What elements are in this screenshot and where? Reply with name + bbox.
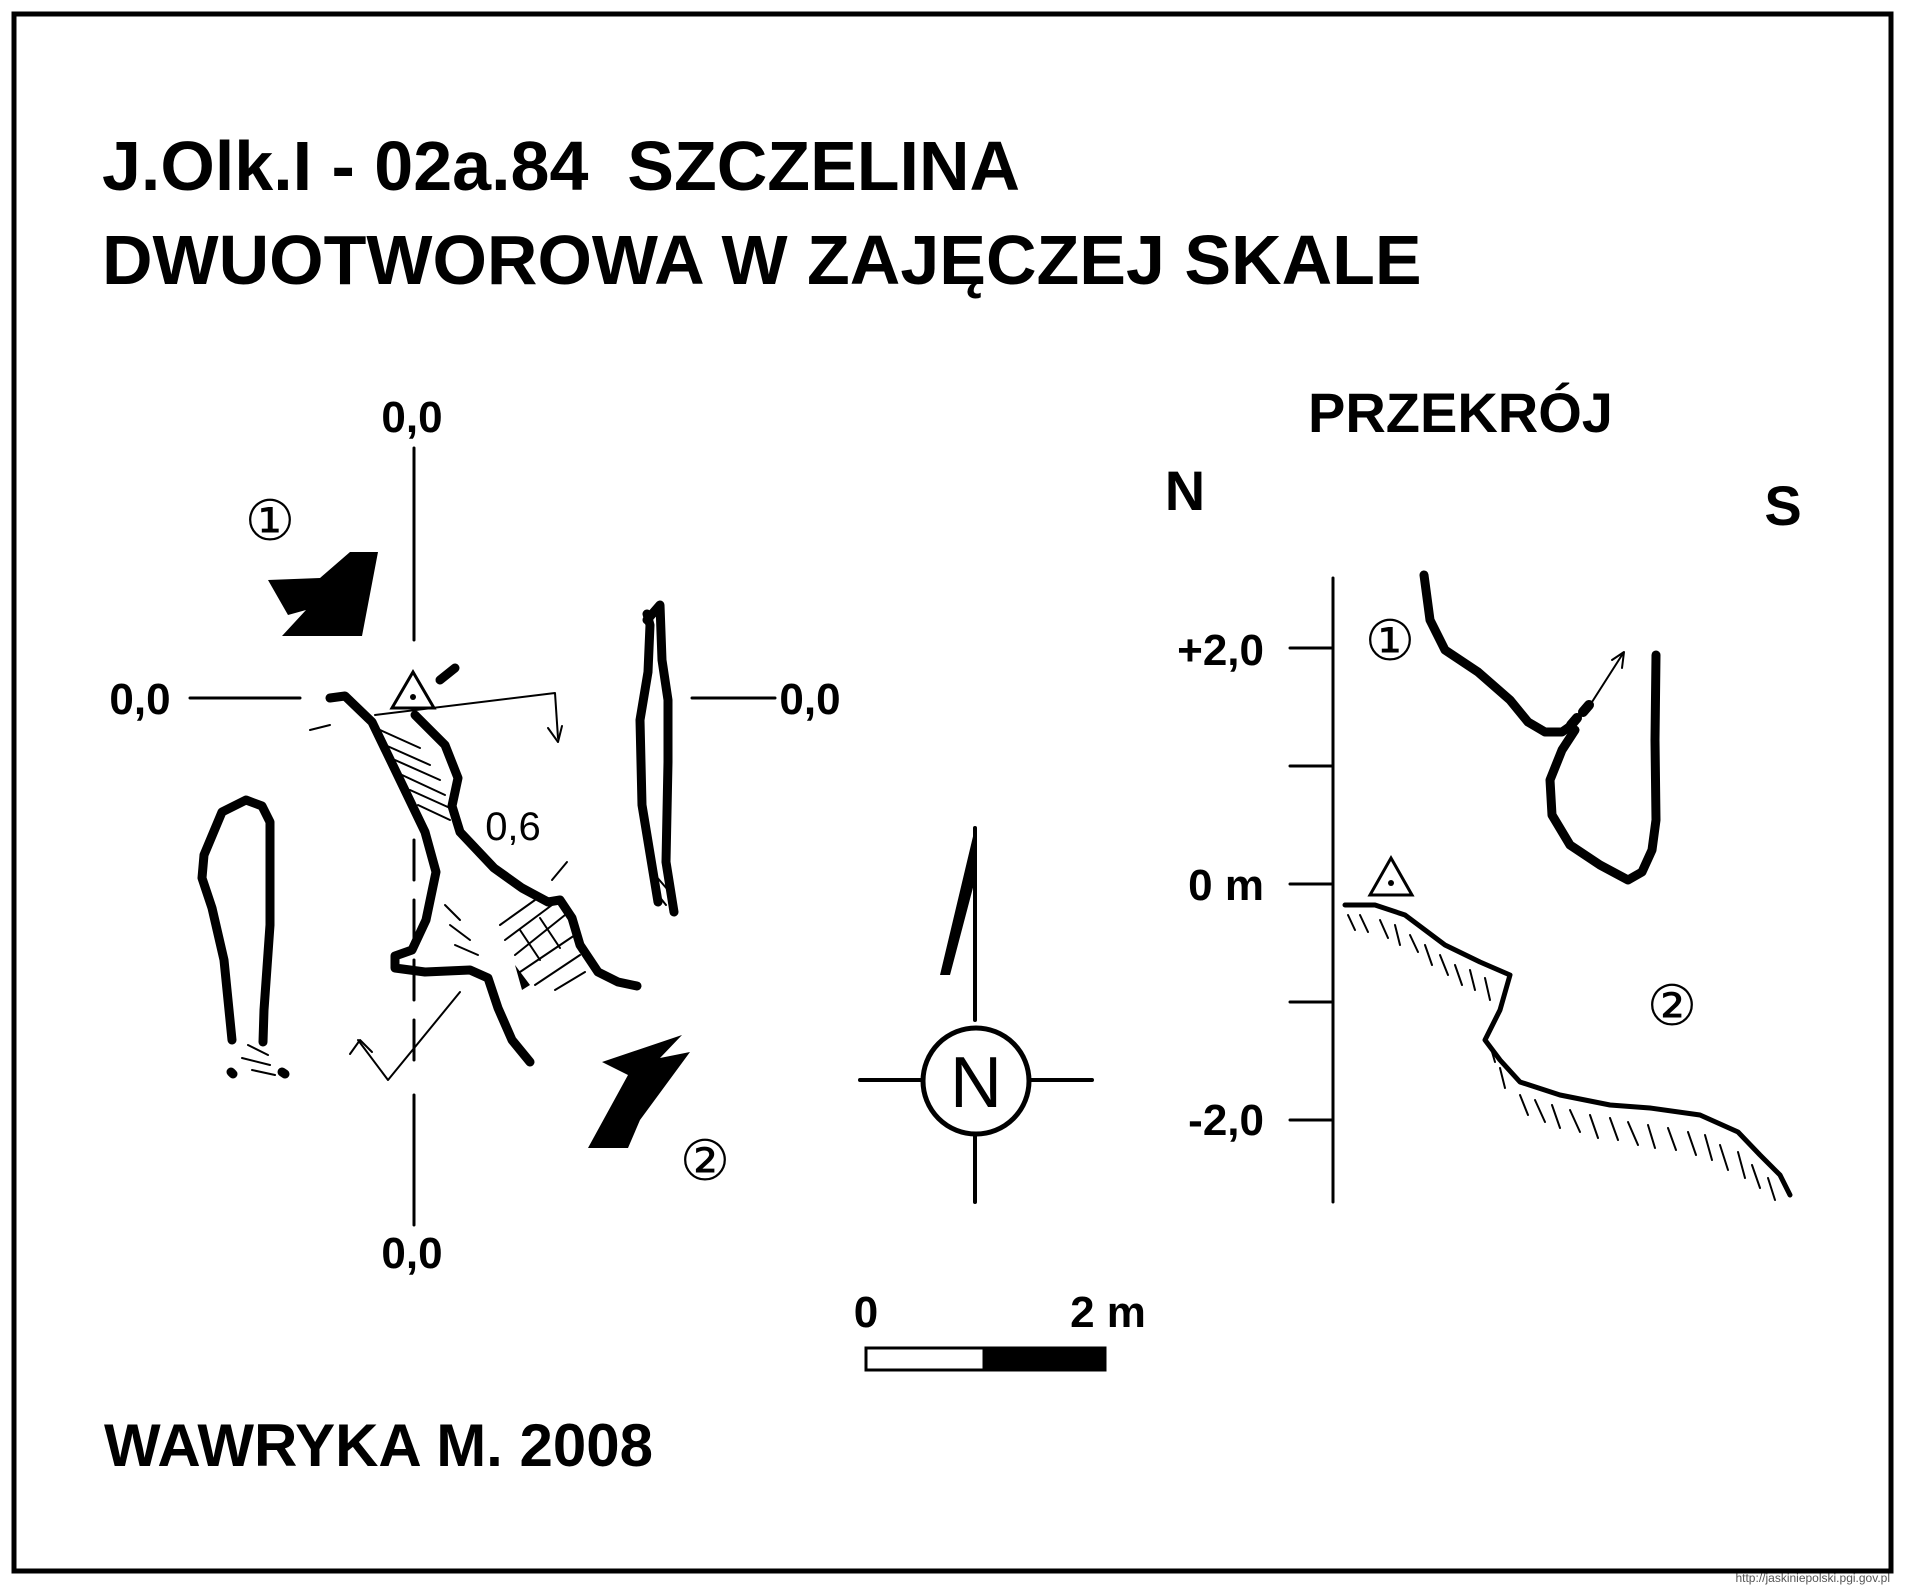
plan-entrance-2-label: ② [680, 1129, 730, 1192]
frame-border [11, 11, 1894, 1574]
section-vertical-scale [1288, 576, 1335, 1204]
section-scale-bottom: -2,0 [1188, 1096, 1264, 1145]
plan-cave-walls [197, 600, 679, 1067]
datum-triangle-icon [389, 669, 437, 710]
plan-crosshair [188, 446, 777, 1227]
scale-bar-end: 2 m [1070, 1288, 1146, 1337]
plan-coord-bottom: 0,0 [381, 1229, 442, 1278]
plan-coord-left: 0,0 [109, 675, 170, 724]
plan-entrance-1-label: ① [245, 489, 295, 552]
section-view: PRZEKRÓJ N S +2,0 0 m -2,0 ① ② [1165, 381, 1802, 1204]
section-cave-walls [1419, 570, 1661, 885]
section-datum-triangle-icon [1367, 854, 1415, 897]
title-line-1: J.Olk.I - 02a.84 SZCZELINA [102, 127, 1020, 205]
section-entrance-2-label: ② [1647, 974, 1697, 1037]
plan-coord-top: 0,0 [381, 393, 442, 442]
section-scale-zero: 0 m [1188, 861, 1264, 910]
section-scale-top: +2,0 [1177, 626, 1264, 675]
compass-circle-icon [920, 1025, 1032, 1137]
north-arrow: N [858, 826, 1094, 1204]
plan-view: 0,0 0,0 0,0 0,0 ① ② [109, 393, 840, 1278]
plan-hatching [241, 729, 669, 1076]
scale-bar: 0 2 m [854, 1288, 1146, 1372]
scale-bar-start: 0 [854, 1288, 878, 1337]
section-entrance-1-label: ① [1365, 609, 1415, 672]
entrance-2-arrow-icon [588, 1035, 690, 1148]
author-credit: WAWRYKA M. 2008 [104, 1412, 653, 1479]
entrance-1-arrow-icon [268, 552, 378, 636]
north-arrow-letter: N [950, 1043, 1002, 1123]
section-dir-north: N [1165, 459, 1205, 522]
section-dir-south: S [1764, 474, 1801, 537]
title-line-2: DWUOTWOROWA W ZAJĘCZEJ SKALE [102, 221, 1422, 299]
north-needle-icon [940, 828, 975, 975]
plan-height-label: 0,6 [485, 805, 541, 849]
source-watermark: http://jaskiniepolski.pgi.gov.pl [1735, 1571, 1890, 1585]
section-floor [1342, 902, 1793, 1198]
section-title: PRZEKRÓJ [1308, 381, 1613, 444]
plan-coord-right: 0,0 [779, 675, 840, 724]
section-floor-hatching [1347, 914, 1776, 1201]
